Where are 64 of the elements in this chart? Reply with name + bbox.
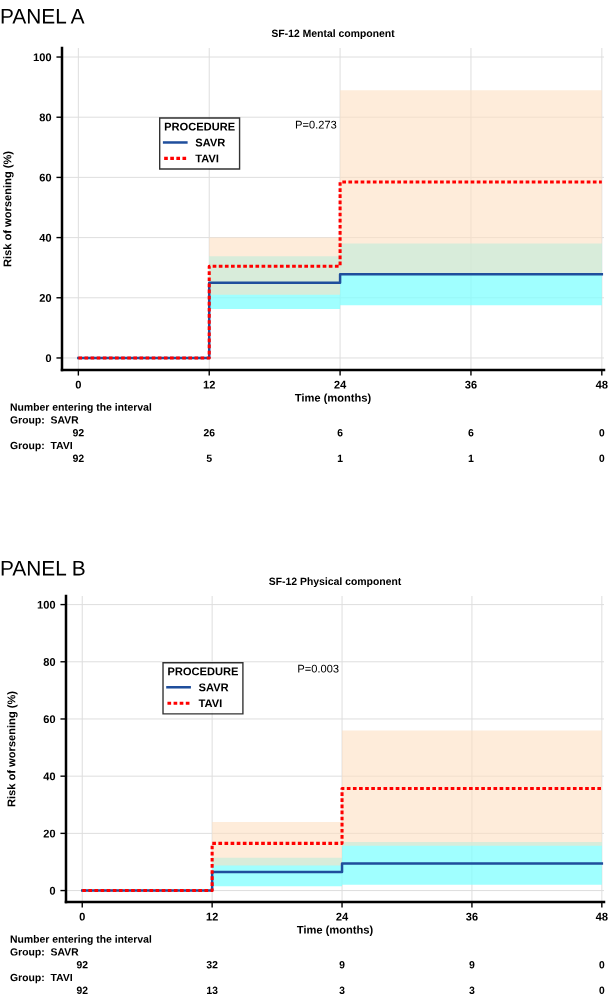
text: 92 xyxy=(72,429,84,437)
y-axis-title: Risk of worsening (%) xyxy=(3,151,14,267)
y-tick-label: 0 xyxy=(49,886,56,895)
text: 9 xyxy=(339,961,345,969)
text: 0 xyxy=(599,986,605,994)
text: 9 xyxy=(469,961,475,969)
y-tick-label: 20 xyxy=(39,294,52,302)
chart-subtitle: SF-12 Mental component xyxy=(271,29,395,40)
legend-label: TAVI xyxy=(195,154,219,163)
chart-subtitle: SF-12 Physical component xyxy=(269,577,402,588)
y-tick-label: 40 xyxy=(43,772,56,781)
text: 3 xyxy=(469,986,475,995)
text: 0 xyxy=(599,454,605,462)
y-tick-label: 80 xyxy=(39,113,52,122)
text: Group: TAVI xyxy=(10,441,72,452)
y-tick-label: 60 xyxy=(43,715,56,724)
x-tick-label: 0 xyxy=(79,912,85,921)
text: Group: SAVR xyxy=(10,948,79,958)
text: 1 xyxy=(468,454,474,462)
chart-title: PANEL B xyxy=(1,561,85,576)
x-tick-label: 48 xyxy=(595,380,608,389)
x-tick-label: 36 xyxy=(466,912,478,921)
chart-title: PANEL A xyxy=(1,9,85,24)
x-tick-label: 24 xyxy=(336,912,349,921)
x-axis-title: Time (months) xyxy=(294,393,371,404)
y-tick-label: 60 xyxy=(39,173,52,182)
legend-label: SAVR xyxy=(195,138,226,147)
y-tick-label: 80 xyxy=(43,658,56,666)
x-tick-label: 36 xyxy=(465,380,477,389)
text: 0 xyxy=(599,961,605,969)
y-tick-label: 100 xyxy=(33,53,52,62)
text: 26 xyxy=(203,429,215,437)
legend-title: PROCEDURE xyxy=(164,122,235,131)
text: Group: SAVR xyxy=(10,416,79,426)
text: 92 xyxy=(76,986,88,994)
text: 5 xyxy=(206,454,212,462)
legend-title: PROCEDURE xyxy=(168,667,239,676)
x-tick-label: 12 xyxy=(203,380,215,389)
text: 92 xyxy=(76,961,88,969)
text: 6 xyxy=(468,429,474,437)
text: 3 xyxy=(339,986,345,995)
text: 0 xyxy=(599,429,605,437)
x-tick-label: 24 xyxy=(334,380,347,389)
y-tick-label: 40 xyxy=(39,233,52,242)
x-tick-label: 48 xyxy=(595,912,608,921)
text: 32 xyxy=(206,961,218,969)
text: Number entering the interval xyxy=(10,403,152,413)
text: 92 xyxy=(72,454,84,462)
text: 6 xyxy=(337,429,343,437)
legend-label: SAVR xyxy=(198,683,229,692)
x-axis-title: Time (months) xyxy=(296,925,373,936)
annotation: P=0.003 xyxy=(298,664,339,673)
text: Number entering the interval xyxy=(10,935,152,945)
text: 13 xyxy=(207,986,218,995)
y-axis-title: Risk of worsening (%) xyxy=(7,691,18,807)
y-tick-label: 0 xyxy=(45,354,52,363)
legend-label: TAVI xyxy=(198,699,222,708)
y-tick-label: 100 xyxy=(37,600,56,609)
text: 1 xyxy=(337,454,343,462)
y-tick-label: 20 xyxy=(43,829,56,838)
x-tick-label: 0 xyxy=(75,380,81,389)
text: Group: TAVI xyxy=(10,973,72,984)
x-tick-label: 12 xyxy=(206,912,218,921)
annotation: P=0.273 xyxy=(295,120,337,129)
